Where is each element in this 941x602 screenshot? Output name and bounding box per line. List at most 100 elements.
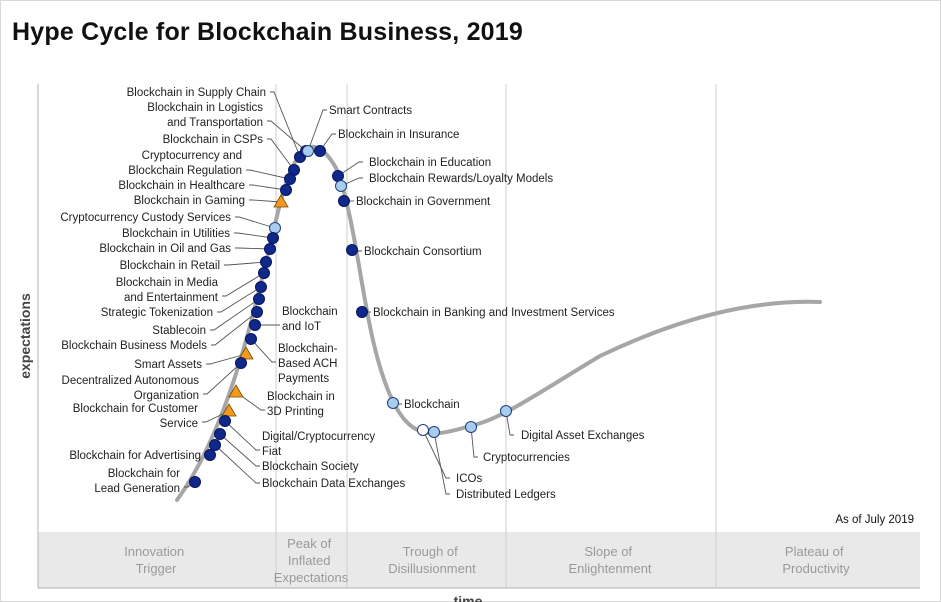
technology-label-line: Blockchain in Oil and Gas — [99, 243, 231, 255]
technology-label-line: Blockchain Business Models — [61, 340, 207, 352]
circle-marker — [387, 397, 399, 409]
phase-label-line: Productivity — [782, 561, 850, 576]
leader-line — [307, 109, 327, 152]
technology-label-line: Organization — [134, 390, 199, 402]
technology-label-line: and Entertainment — [124, 292, 219, 304]
technology-label-line: Blockchain for Customer — [73, 403, 198, 415]
leader-line — [340, 177, 363, 187]
technology-label: Blockchain in Insurance — [338, 129, 459, 141]
circle-marker — [214, 428, 226, 440]
technology-label-line: Blockchain- — [278, 343, 338, 355]
technology-label-line: Stablecoin — [152, 325, 206, 337]
leader-line — [224, 420, 260, 451]
circle-marker — [249, 319, 261, 331]
phase-label-line: Enlightenment — [568, 561, 651, 576]
leader-line — [267, 138, 295, 171]
leader-line — [470, 426, 478, 458]
phase-label-line: Trough of — [403, 544, 459, 559]
technology-label: Blockchain Data Exchanges — [262, 478, 405, 490]
technology-label: Smart Contracts — [329, 105, 412, 117]
technology-label: Blockchain in Gaming — [134, 195, 245, 207]
circle-marker — [332, 170, 344, 182]
technology-label-line: and IoT — [282, 321, 321, 333]
circle-marker — [500, 405, 512, 417]
phase-label: Trough of Disillusionment — [388, 544, 476, 576]
circle-marker — [314, 145, 326, 157]
technology-label: Blockchain Consortium — [364, 246, 482, 258]
technology-label-line: Digital/Cryptocurrency — [262, 431, 375, 443]
technology-label: Cryptocurrency and Blockchain Regulation — [128, 150, 242, 177]
technology-label-line: Blockchain in Education — [369, 157, 491, 169]
leader-line — [249, 199, 282, 203]
technology-label-line: Smart Contracts — [329, 105, 412, 117]
technology-label-line: Blockchain Society — [262, 461, 359, 473]
leader-line — [235, 247, 271, 250]
technology-label-line: Blockchain in Banking and Investment Ser… — [373, 307, 615, 319]
leader-line — [235, 391, 265, 411]
leader-line — [210, 298, 260, 331]
technology-label: Blockchain in Education — [369, 157, 491, 169]
circle-marker — [189, 476, 201, 488]
phase-label-line: Disillusionment — [388, 561, 476, 576]
leader-line — [211, 311, 258, 346]
technology-label: Blockchain Business Models — [61, 340, 207, 352]
triangle-marker — [221, 403, 237, 417]
technology-label-line: Blockchain in Healthcare — [118, 180, 245, 192]
technology-label: Blockchain in Supply Chain — [127, 87, 266, 99]
circle-marker — [302, 145, 314, 157]
technology-label-line: Blockchain in Government — [356, 196, 491, 208]
circle-marker — [280, 184, 292, 196]
technology-label-line: Blockchain Regulation — [128, 165, 242, 177]
technology-label: Blockchain in Healthcare — [118, 180, 245, 192]
circle-marker — [251, 306, 263, 318]
leader-line — [246, 169, 291, 180]
technology-label-line: Cryptocurrency and — [142, 150, 242, 162]
technology-label: Blockchain Rewards/Loyalty Models — [369, 173, 553, 185]
technology-label-line: Distributed Ledgers — [456, 489, 556, 501]
leader-line — [270, 91, 301, 158]
circle-marker — [284, 173, 296, 185]
leader-line — [433, 431, 450, 495]
leader-line — [235, 216, 276, 229]
technology-label: Blockchain in Retail — [120, 260, 220, 272]
x-axis-label: time — [454, 593, 483, 602]
technology-label-line: 3D Printing — [267, 406, 324, 418]
technology-label-line: Blockchain Consortium — [364, 246, 482, 258]
circle-marker — [253, 293, 265, 305]
technology-label-line: Service — [160, 418, 198, 430]
leader-line — [202, 410, 230, 423]
leader-line — [219, 433, 260, 467]
leader-line — [214, 444, 260, 484]
circle-marker — [465, 421, 477, 433]
phase-label-line: Inflated — [288, 553, 331, 568]
technology-label: Blockchain and IoT — [282, 306, 338, 333]
phase-label: Slope of Enlightenment — [568, 544, 651, 576]
technology-label: Digital Asset Exchanges — [521, 430, 645, 442]
leader-line — [206, 353, 247, 365]
leader-line — [505, 410, 514, 436]
technology-label-line: Blockchain in CSPs — [163, 134, 264, 146]
leader-lines — [184, 91, 514, 495]
leader-line — [234, 232, 274, 239]
technology-label-line: Blockchain in Supply Chain — [127, 87, 266, 99]
markers — [189, 145, 512, 488]
technology-label: Blockchain for Advertising — [69, 450, 201, 462]
technology-label: Blockchain in Banking and Investment Ser… — [373, 307, 615, 319]
circle-marker — [267, 232, 279, 244]
technology-label: Blockchain for Lead Generation — [94, 468, 180, 495]
technology-label: Cryptocurrency Custody Services — [60, 212, 231, 224]
circle-marker — [260, 256, 272, 268]
leader-line — [203, 362, 242, 395]
circle-marker — [245, 333, 257, 345]
technology-label-line: Fiat — [262, 446, 282, 458]
circle-marker — [428, 426, 440, 438]
technology-label-line: Blockchain in Media — [116, 277, 219, 289]
technology-label: Blockchain in Logistics and Transportatio… — [147, 102, 263, 129]
technology-label-line: Payments — [278, 373, 329, 385]
as-of-note: As of July 2019 — [835, 514, 914, 526]
leader-line — [222, 272, 265, 297]
leader-line — [224, 261, 267, 266]
technology-label-line: Blockchain in Insurance — [338, 129, 459, 141]
technology-label: Smart Assets — [134, 359, 202, 371]
technology-label: Blockchain in CSPs — [163, 134, 264, 146]
